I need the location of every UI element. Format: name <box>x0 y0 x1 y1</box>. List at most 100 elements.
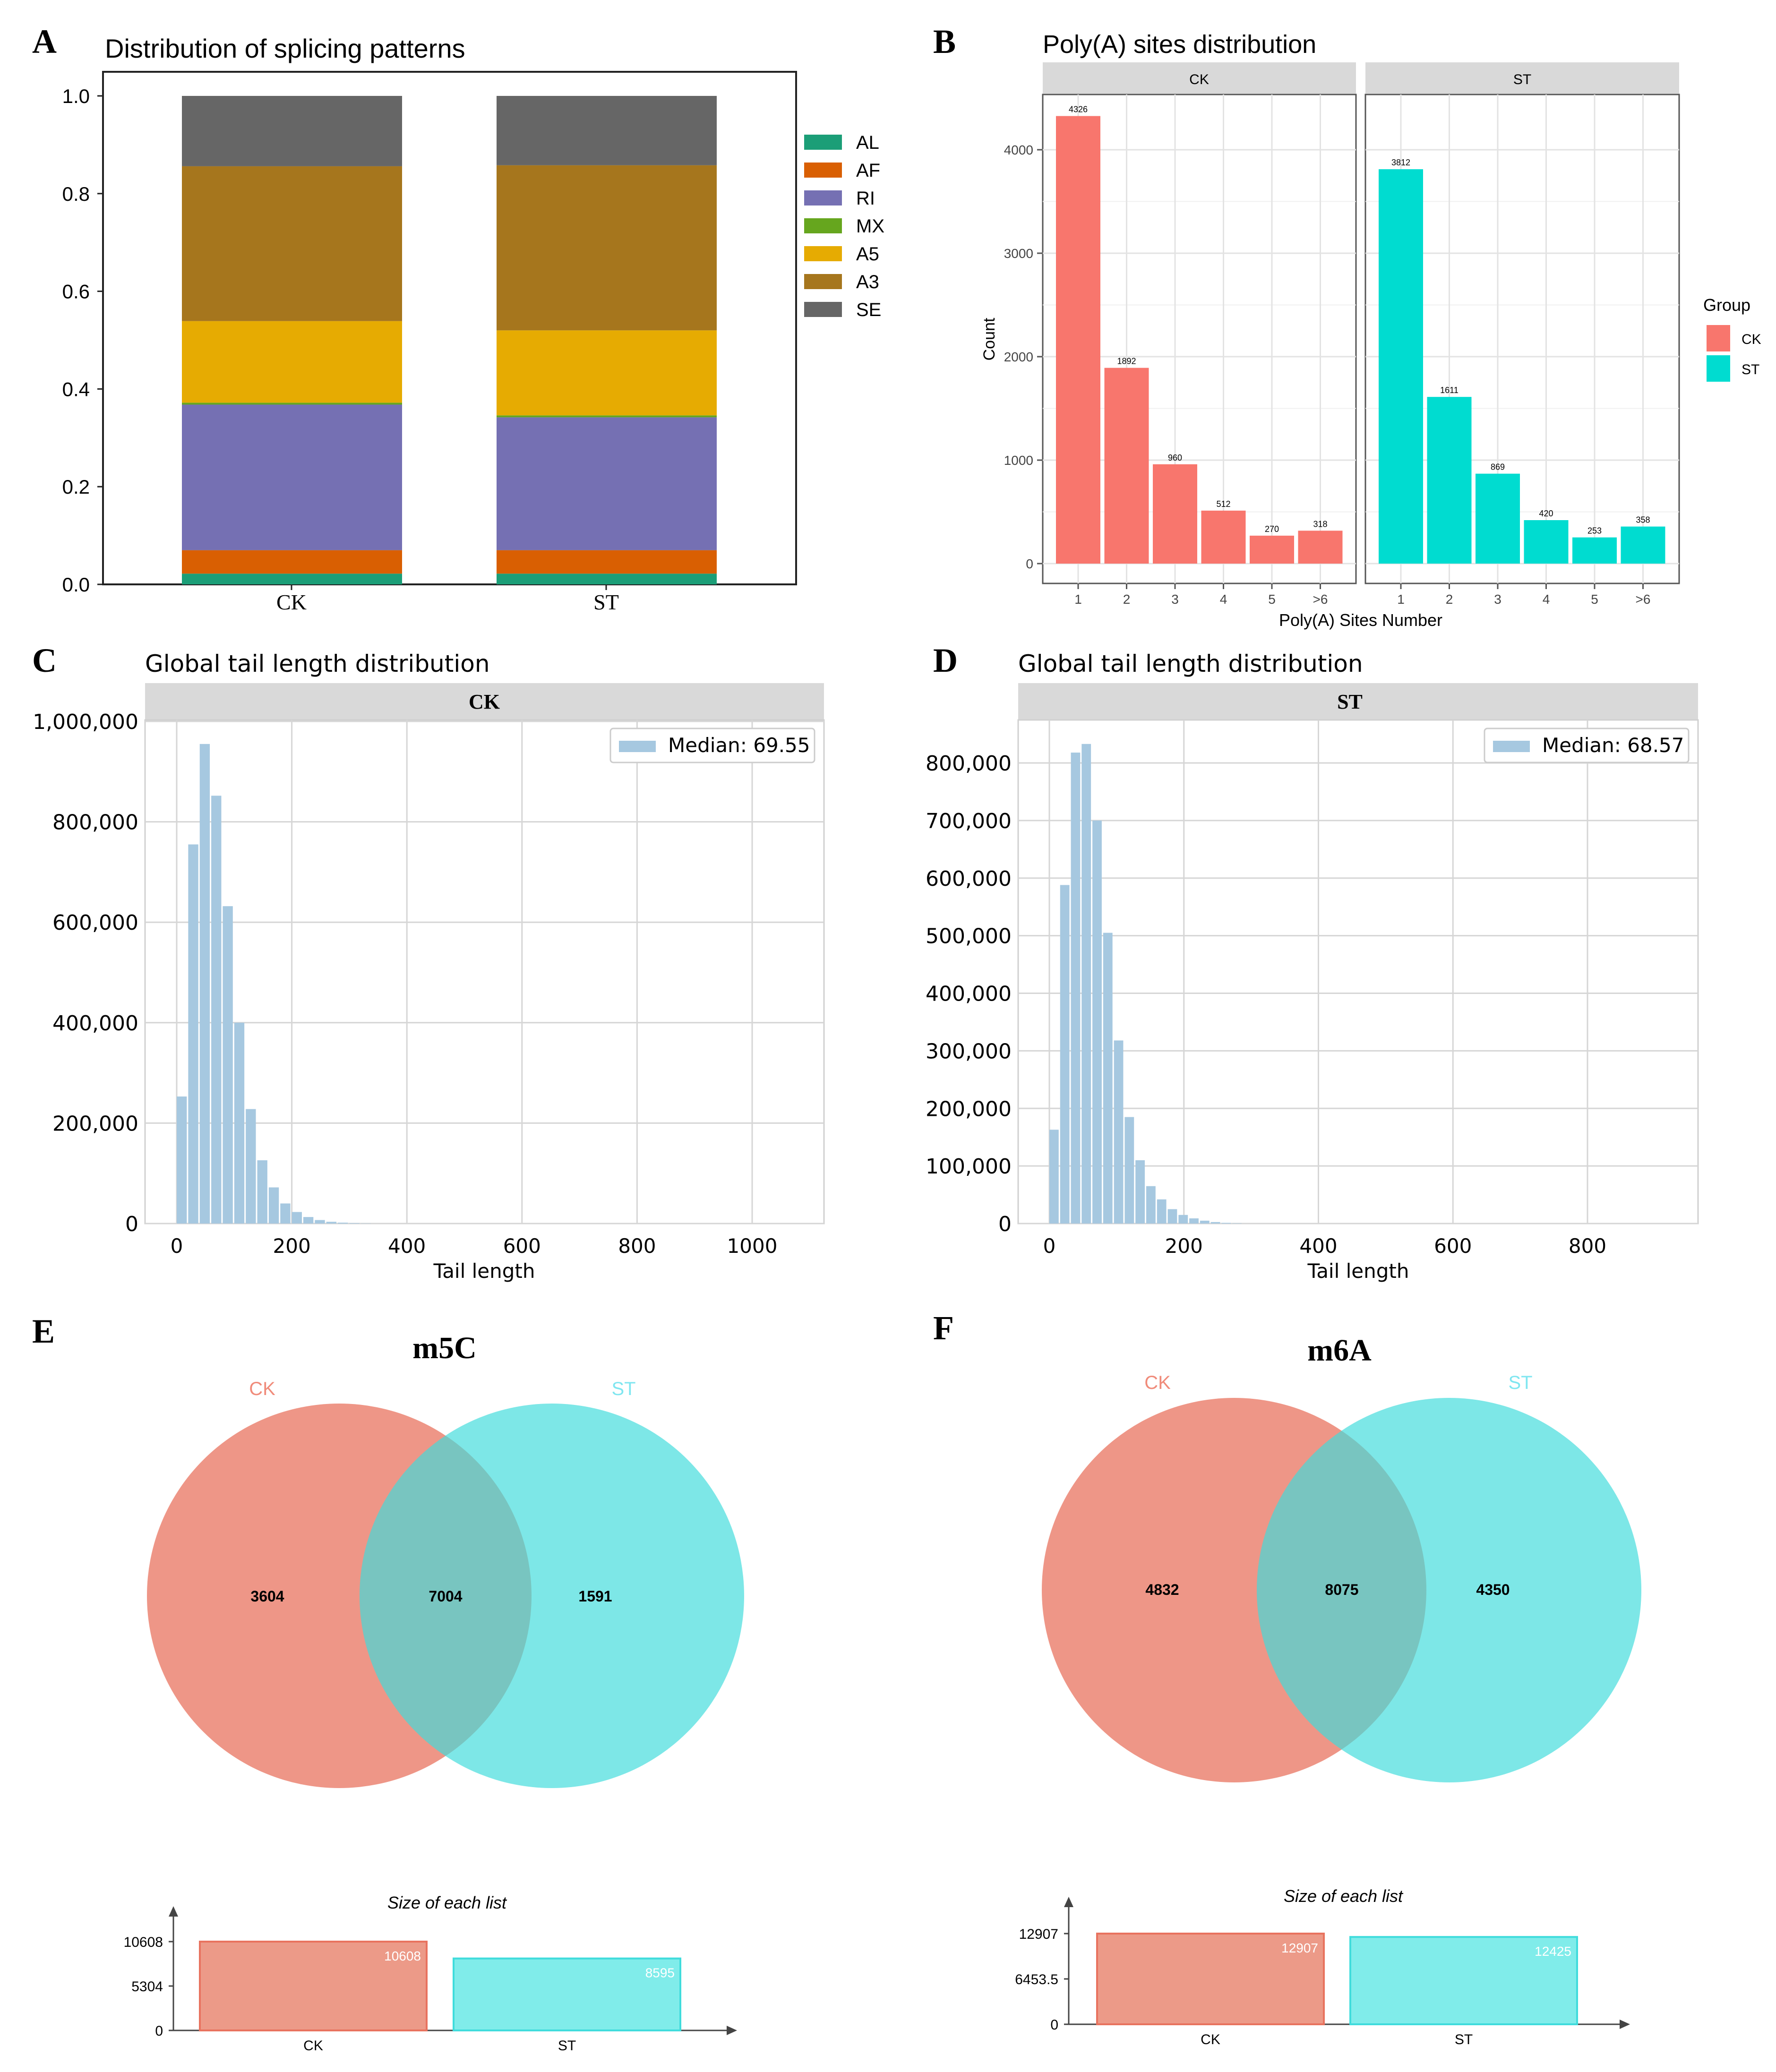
y-tick-label: 300,000 <box>926 1039 1012 1063</box>
x-tick-label: 3 <box>1171 592 1179 607</box>
bar-value-label: 960 <box>1168 453 1182 462</box>
bar-value-label: 358 <box>1636 515 1650 525</box>
hist-bar-48 <box>1081 744 1091 1224</box>
x-tick-label: 800 <box>618 1234 656 1258</box>
panel-b-legend-label-st: ST <box>1742 362 1759 377</box>
size-x-axis-arrow <box>1620 2020 1630 2029</box>
y-tick-label: 600,000 <box>926 867 1012 891</box>
y-tick-label: 0 <box>998 1212 1012 1236</box>
bar-st-3 <box>1476 473 1520 564</box>
panel-d: D Global tail length distribution ST 0 10… <box>926 642 1699 1283</box>
bar-value-label: 512 <box>1216 499 1230 509</box>
x-tick-label: >6 <box>1636 592 1651 607</box>
panel-a-legend: AL AF RI MX A5 A3 SE <box>804 132 884 320</box>
panel-a-bars <box>182 96 717 584</box>
y-tick-label: 0.6 <box>62 281 90 303</box>
size-bar-st <box>453 1957 681 2031</box>
panel-d-legend-box <box>1484 728 1690 763</box>
legend-label-a3: A3 <box>856 272 879 292</box>
panel-f-venn-circle-st <box>1257 1398 1641 1782</box>
panel-b-title: Poly(A) sites distribution <box>1043 30 1316 59</box>
size-x-axis-arrow <box>727 2026 737 2035</box>
size-bar-ck <box>199 1941 428 2031</box>
panel-f-set-label-ck: CK <box>1144 1372 1171 1393</box>
hist-bar-256 <box>1221 1223 1231 1224</box>
panel-b-strip-ck-label: CK <box>1189 72 1209 87</box>
y-tick-label: 400,000 <box>52 1011 138 1036</box>
bar-segment-st-ri <box>497 417 717 550</box>
bar-value-label: 4326 <box>1069 105 1088 114</box>
bar-value-label: 318 <box>1313 519 1327 529</box>
size-y-tick-label: 5304 <box>131 1979 163 1995</box>
panel-c-title: Global tail length distribution <box>145 650 490 677</box>
panel-f: F m6A CK ST 4832 8075 4350 Size of each … <box>933 1309 1641 2047</box>
size-y-axis-arrow <box>1064 1897 1073 1907</box>
panel-e-count-intersection: 7004 <box>429 1588 462 1605</box>
x-tick-label: 4 <box>1220 592 1227 607</box>
panel-f-sizes-chart: 0 6453.5 12907 12907 CK 12425 ST <box>1015 1897 1630 2047</box>
bar-segment-st-se <box>497 96 717 165</box>
hist-bar-60 <box>211 796 222 1224</box>
panel-c: C Global tail length distribution CK 0 20… <box>32 642 825 1283</box>
hist-bar-112 <box>1124 1117 1134 1224</box>
panel-e-count-st-only: 1591 <box>578 1588 612 1605</box>
panel-d-legend-swatch <box>1493 741 1530 752</box>
hist-bar-240 <box>315 1220 325 1224</box>
panel-b-legend-label-ck: CK <box>1742 332 1761 347</box>
panel-f-set-label-st: ST <box>1508 1372 1532 1393</box>
panel-e-venn-circle-st <box>360 1404 744 1788</box>
bar-ck-5 <box>1250 535 1294 564</box>
hist-bar-224 <box>1200 1220 1210 1224</box>
panel-a-plot-frame <box>102 71 797 585</box>
hist-bar-200 <box>292 1212 302 1224</box>
panel-d-title: Global tail length distribution <box>1018 650 1363 677</box>
bar-segment-st-mx <box>497 415 717 418</box>
legend-label-ri: RI <box>856 188 875 209</box>
panel-letter-e: E <box>32 1312 55 1350</box>
panel-c-xlabel: Tail length <box>433 1259 535 1283</box>
y-tick-label: 0 <box>125 1212 138 1236</box>
x-tick-label: 800 <box>1569 1234 1606 1258</box>
hist-bar-80 <box>1103 933 1113 1224</box>
bar-segment-ck-mx <box>182 402 402 405</box>
x-tick-label: >6 <box>1313 592 1328 607</box>
hist-bar-260 <box>326 1222 337 1224</box>
size-y-tick-label: 0 <box>155 2023 163 2039</box>
hist-bar-32 <box>1071 753 1081 1224</box>
bar-segment-ck-a5 <box>182 321 402 403</box>
panel-e-sizes-title: Size of each list <box>387 1893 507 1912</box>
y-tick-label: 600,000 <box>52 911 138 935</box>
y-tick-label: 400,000 <box>926 982 1012 1006</box>
x-tick-label: 200 <box>273 1234 311 1258</box>
size-bar-category: CK <box>303 2038 323 2054</box>
panel-letter-b: B <box>933 23 956 60</box>
y-tick-label: 3000 <box>1004 246 1033 261</box>
hist-bar-140 <box>257 1160 267 1224</box>
bar-ck-1 <box>1056 116 1100 564</box>
y-tick-label: 1,000,000 <box>33 710 138 734</box>
bar-segment-st-a3 <box>497 165 717 331</box>
y-tick-label: 0.8 <box>62 183 90 205</box>
bar-value-label: 1892 <box>1117 357 1136 366</box>
y-tick-label: 800,000 <box>52 811 138 835</box>
panel-letter-f: F <box>933 1309 954 1347</box>
x-tick-label: 200 <box>1165 1234 1203 1258</box>
bar-st-1 <box>1379 169 1423 564</box>
panel-c-legend-box <box>609 728 815 763</box>
panel-c-strip <box>145 683 824 720</box>
panel-letter-a: A <box>32 23 57 60</box>
panel-c-strip-label: CK <box>469 690 500 713</box>
y-tick-label: 800,000 <box>926 752 1012 776</box>
size-bar-value: 12425 <box>1535 1944 1571 1959</box>
x-tick-label: 1000 <box>727 1234 778 1258</box>
panel-f-count-intersection: 8075 <box>1325 1581 1358 1598</box>
panel-e-sizes-chart: 0 5304 10608 10608 CK 8595 ST <box>124 1906 737 2054</box>
panel-a: A Distribution of splicing patterns 0.00… <box>32 23 884 614</box>
size-bar-st <box>1349 1936 1578 2025</box>
y-tick-label: 200,000 <box>52 1112 138 1136</box>
size-y-tick-label: 6453.5 <box>1015 1972 1058 1987</box>
hist-bar-40 <box>199 744 210 1224</box>
y-tick-label: 200,000 <box>926 1097 1012 1121</box>
size-y-tick-label: 10608 <box>124 1935 163 1950</box>
size-y-axis-arrow <box>169 1906 178 1917</box>
